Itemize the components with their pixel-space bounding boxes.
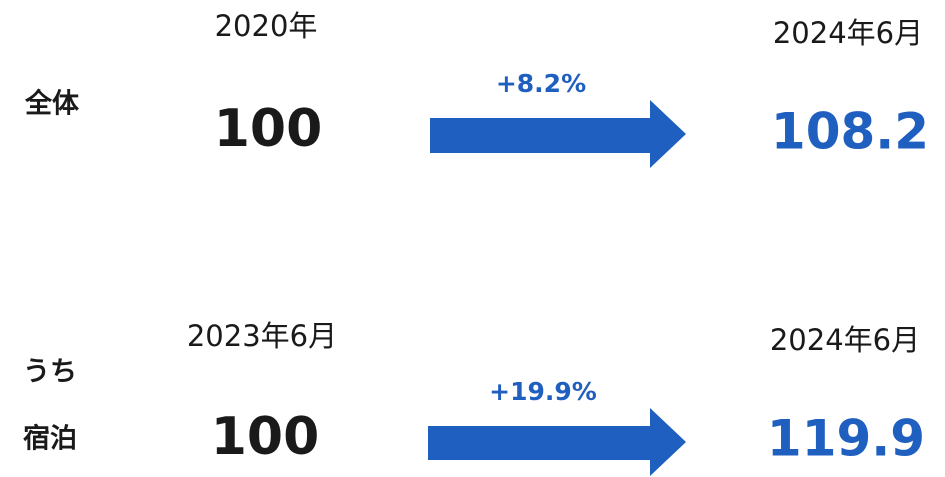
row-label: 宿泊 — [23, 423, 77, 455]
to-period: 2024年6月 — [770, 323, 920, 357]
row-lodging: うち 宿泊 2023年6月 100 +19.9% 2024年6月 119.9 — [23, 319, 925, 476]
from-period: 2023年6月 — [187, 319, 337, 353]
arrow — [428, 408, 686, 476]
from-value: 100 — [214, 99, 323, 159]
row-all: 全体 2020年 100 +8.2% 2024年6月 108.2 — [24, 9, 929, 168]
from-value: 100 — [211, 407, 320, 467]
to-value: 119.9 — [767, 410, 925, 468]
from-period: 2020年 — [215, 9, 318, 43]
arrow — [430, 100, 686, 168]
row-label: うち — [23, 357, 77, 388]
to-period: 2024年6月 — [773, 16, 923, 50]
change: +19.9% — [489, 377, 597, 406]
change: +8.2% — [496, 69, 586, 98]
to-value: 108.2 — [771, 103, 929, 161]
row-label: 全体 — [24, 88, 80, 120]
